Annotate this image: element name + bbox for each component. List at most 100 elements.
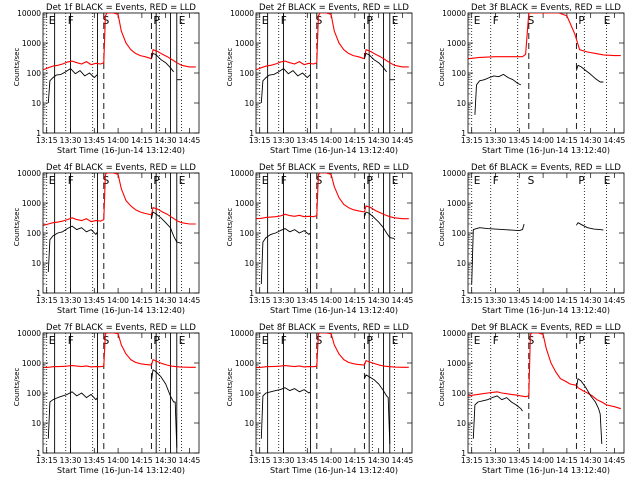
panel-7-marker-label: F — [68, 335, 74, 347]
panel-5-xtick-label: 14:15 — [344, 296, 366, 305]
panel-7-ytick-label: 1 — [36, 449, 41, 458]
panel-9-ytick-label: 10 — [456, 419, 466, 428]
panel-8-axes-frame — [255, 332, 413, 454]
panel-2-xtick-label: 13:30 — [273, 136, 295, 145]
panel-6-ytick-label: 100 — [452, 229, 467, 238]
panel-8-ytick-label: 1000 — [235, 359, 254, 368]
panel-7-ylabel: Counts/sec — [13, 368, 21, 407]
panel-7-xtick-label: 14:45 — [179, 456, 201, 465]
panel-9-xtick-label: 14:15 — [556, 456, 578, 465]
panel-1-title: Det 1f BLACK = Events, RED = LLD — [46, 3, 196, 13]
panel-4-xtick-label: 14:00 — [107, 296, 129, 305]
panel-6-marker-label: S — [528, 175, 535, 187]
panel-3-series-events — [575, 64, 604, 83]
panel-1-ylabel: Counts/sec — [13, 48, 21, 87]
panel-6-ytick-label: 10000 — [442, 169, 466, 178]
panel-9-xtick-label: 14:45 — [604, 456, 626, 465]
panel-4-axes-frame — [42, 172, 200, 294]
panel-1-series-lld — [43, 13, 196, 71]
panel-1-xtick-label: 13:45 — [83, 136, 105, 145]
panel-6-ytick-label: 1 — [461, 289, 466, 298]
panel-2-marker-label: F — [281, 15, 287, 27]
panel-5-ytick-label: 1 — [249, 289, 254, 298]
panel-4-marker-label: E — [179, 175, 186, 187]
panel-1-ytick-label: 10000 — [17, 9, 41, 18]
panel-7-ytick-label: 100 — [27, 389, 42, 398]
panel-2-ylabel: Counts/sec — [226, 48, 234, 87]
panel-9-marker-label: E — [474, 335, 481, 347]
panel-3-xtick-label: 13:45 — [508, 136, 530, 145]
panel-1-marker-label: P — [153, 15, 159, 27]
panel-4-xtick-label: 13:15 — [36, 296, 58, 305]
panel-7-ytick-label: 10000 — [17, 329, 41, 338]
panel-2-xtick-label: 13:45 — [296, 136, 318, 145]
panel-8-marker-label: F — [281, 335, 287, 347]
panel-1-xtick-label: 14:45 — [179, 136, 201, 145]
panel-5-marker-label: E — [392, 175, 399, 187]
panel-6-series-events — [576, 222, 604, 231]
panel-4-ytick-label: 100 — [27, 229, 42, 238]
panel-7-xtick-label: 14:00 — [107, 456, 129, 465]
panel-1-series-events — [47, 68, 98, 104]
panel-1-marker-label: S — [103, 15, 110, 27]
panel-6-xtick-label: 13:45 — [508, 296, 530, 305]
panel-7-ytick-label: 10 — [31, 419, 41, 428]
panel-6-ytick-label: 10 — [456, 259, 466, 268]
panel-2-series-events — [260, 68, 311, 104]
panel-1-xtick-label: 13:15 — [36, 136, 58, 145]
panel-8-xlabel: Start Time (16-Jun-14 13:12:40) — [270, 466, 398, 475]
panel-1-xlabel: Start Time (16-Jun-14 13:12:40) — [57, 146, 185, 155]
panel-1-series-events — [150, 52, 174, 73]
panel-9-xtick-label: 14:30 — [580, 456, 602, 465]
panel-2-marker-label: E — [262, 15, 269, 27]
panel-5-ytick-label: 1000 — [235, 199, 254, 208]
panel-6-marker-label: F — [493, 175, 499, 187]
panel-6-marker-label: E — [604, 175, 611, 187]
panel-9-xlabel: Start Time (16-Jun-14 13:12:40) — [482, 466, 610, 475]
panel-9-ylabel: Counts/sec — [438, 368, 446, 407]
panel-3-ytick-label: 100 — [452, 69, 467, 78]
panel-6-xtick-label: 14:15 — [556, 296, 578, 305]
panel-5-xlabel: Start Time (16-Jun-14 13:12:40) — [270, 306, 398, 315]
panel-5-axes-frame — [255, 172, 413, 294]
panel-4-xlabel: Start Time (16-Jun-14 13:12:40) — [57, 306, 185, 315]
panel-6-title: Det 6f BLACK = Events, RED = LLD — [471, 163, 621, 173]
panel-6-xtick-label: 14:30 — [580, 296, 602, 305]
panel-5-marker-label: P — [366, 175, 372, 187]
panel-2-xtick-label: 14:45 — [392, 136, 414, 145]
panel-4-ytick-label: 10000 — [17, 169, 41, 178]
panel-7-series-events — [47, 391, 98, 439]
panel-9-series-events — [575, 378, 603, 445]
panel-9-xtick-label: 13:30 — [485, 456, 507, 465]
panel-1-marker-label: E — [49, 15, 56, 27]
panel-6-xtick-label: 13:15 — [461, 296, 483, 305]
panel-4-title: Det 4f BLACK = Events, RED = LLD — [46, 163, 196, 173]
panel-4-series-events — [150, 211, 182, 244]
panel-9-ytick-label: 1000 — [447, 359, 466, 368]
panel-4-xtick-label: 13:45 — [83, 296, 105, 305]
panel-6-xlabel: Start Time (16-Jun-14 13:12:40) — [482, 306, 610, 315]
panel-4-xtick-label: 14:30 — [155, 296, 177, 305]
panel-1-xtick-label: 13:30 — [60, 136, 82, 145]
panel-2-title: Det 2f BLACK = Events, RED = LLD — [259, 3, 409, 13]
panel-9-marker-label: F — [493, 335, 499, 347]
panel-8-marker-label: P — [366, 335, 372, 347]
panel-3-xtick-label: 13:15 — [461, 136, 483, 145]
panel-6-series-events — [471, 223, 525, 285]
panel-9-marker-label: S — [528, 335, 535, 347]
panel-8-series-events — [260, 387, 311, 439]
panel-5-marker-label: E — [262, 175, 269, 187]
panel-3-series-lld — [468, 13, 621, 60]
panel-8-xtick-label: 14:45 — [392, 456, 414, 465]
panel-6-xtick-label: 14:00 — [532, 296, 554, 305]
panel-2-xtick-label: 14:30 — [368, 136, 390, 145]
panel-2-marker-label: S — [316, 15, 323, 27]
panel-2-xtick-label: 14:15 — [344, 136, 366, 145]
panel-6-ylabel: Counts/sec — [438, 208, 446, 247]
panel-1-marker-label: E — [179, 15, 186, 27]
panel-7-xtick-label: 14:30 — [155, 456, 177, 465]
panel-7-series-events — [150, 369, 178, 448]
panel-3-marker-label: E — [474, 15, 481, 27]
panel-3-ylabel: Counts/sec — [438, 48, 446, 87]
